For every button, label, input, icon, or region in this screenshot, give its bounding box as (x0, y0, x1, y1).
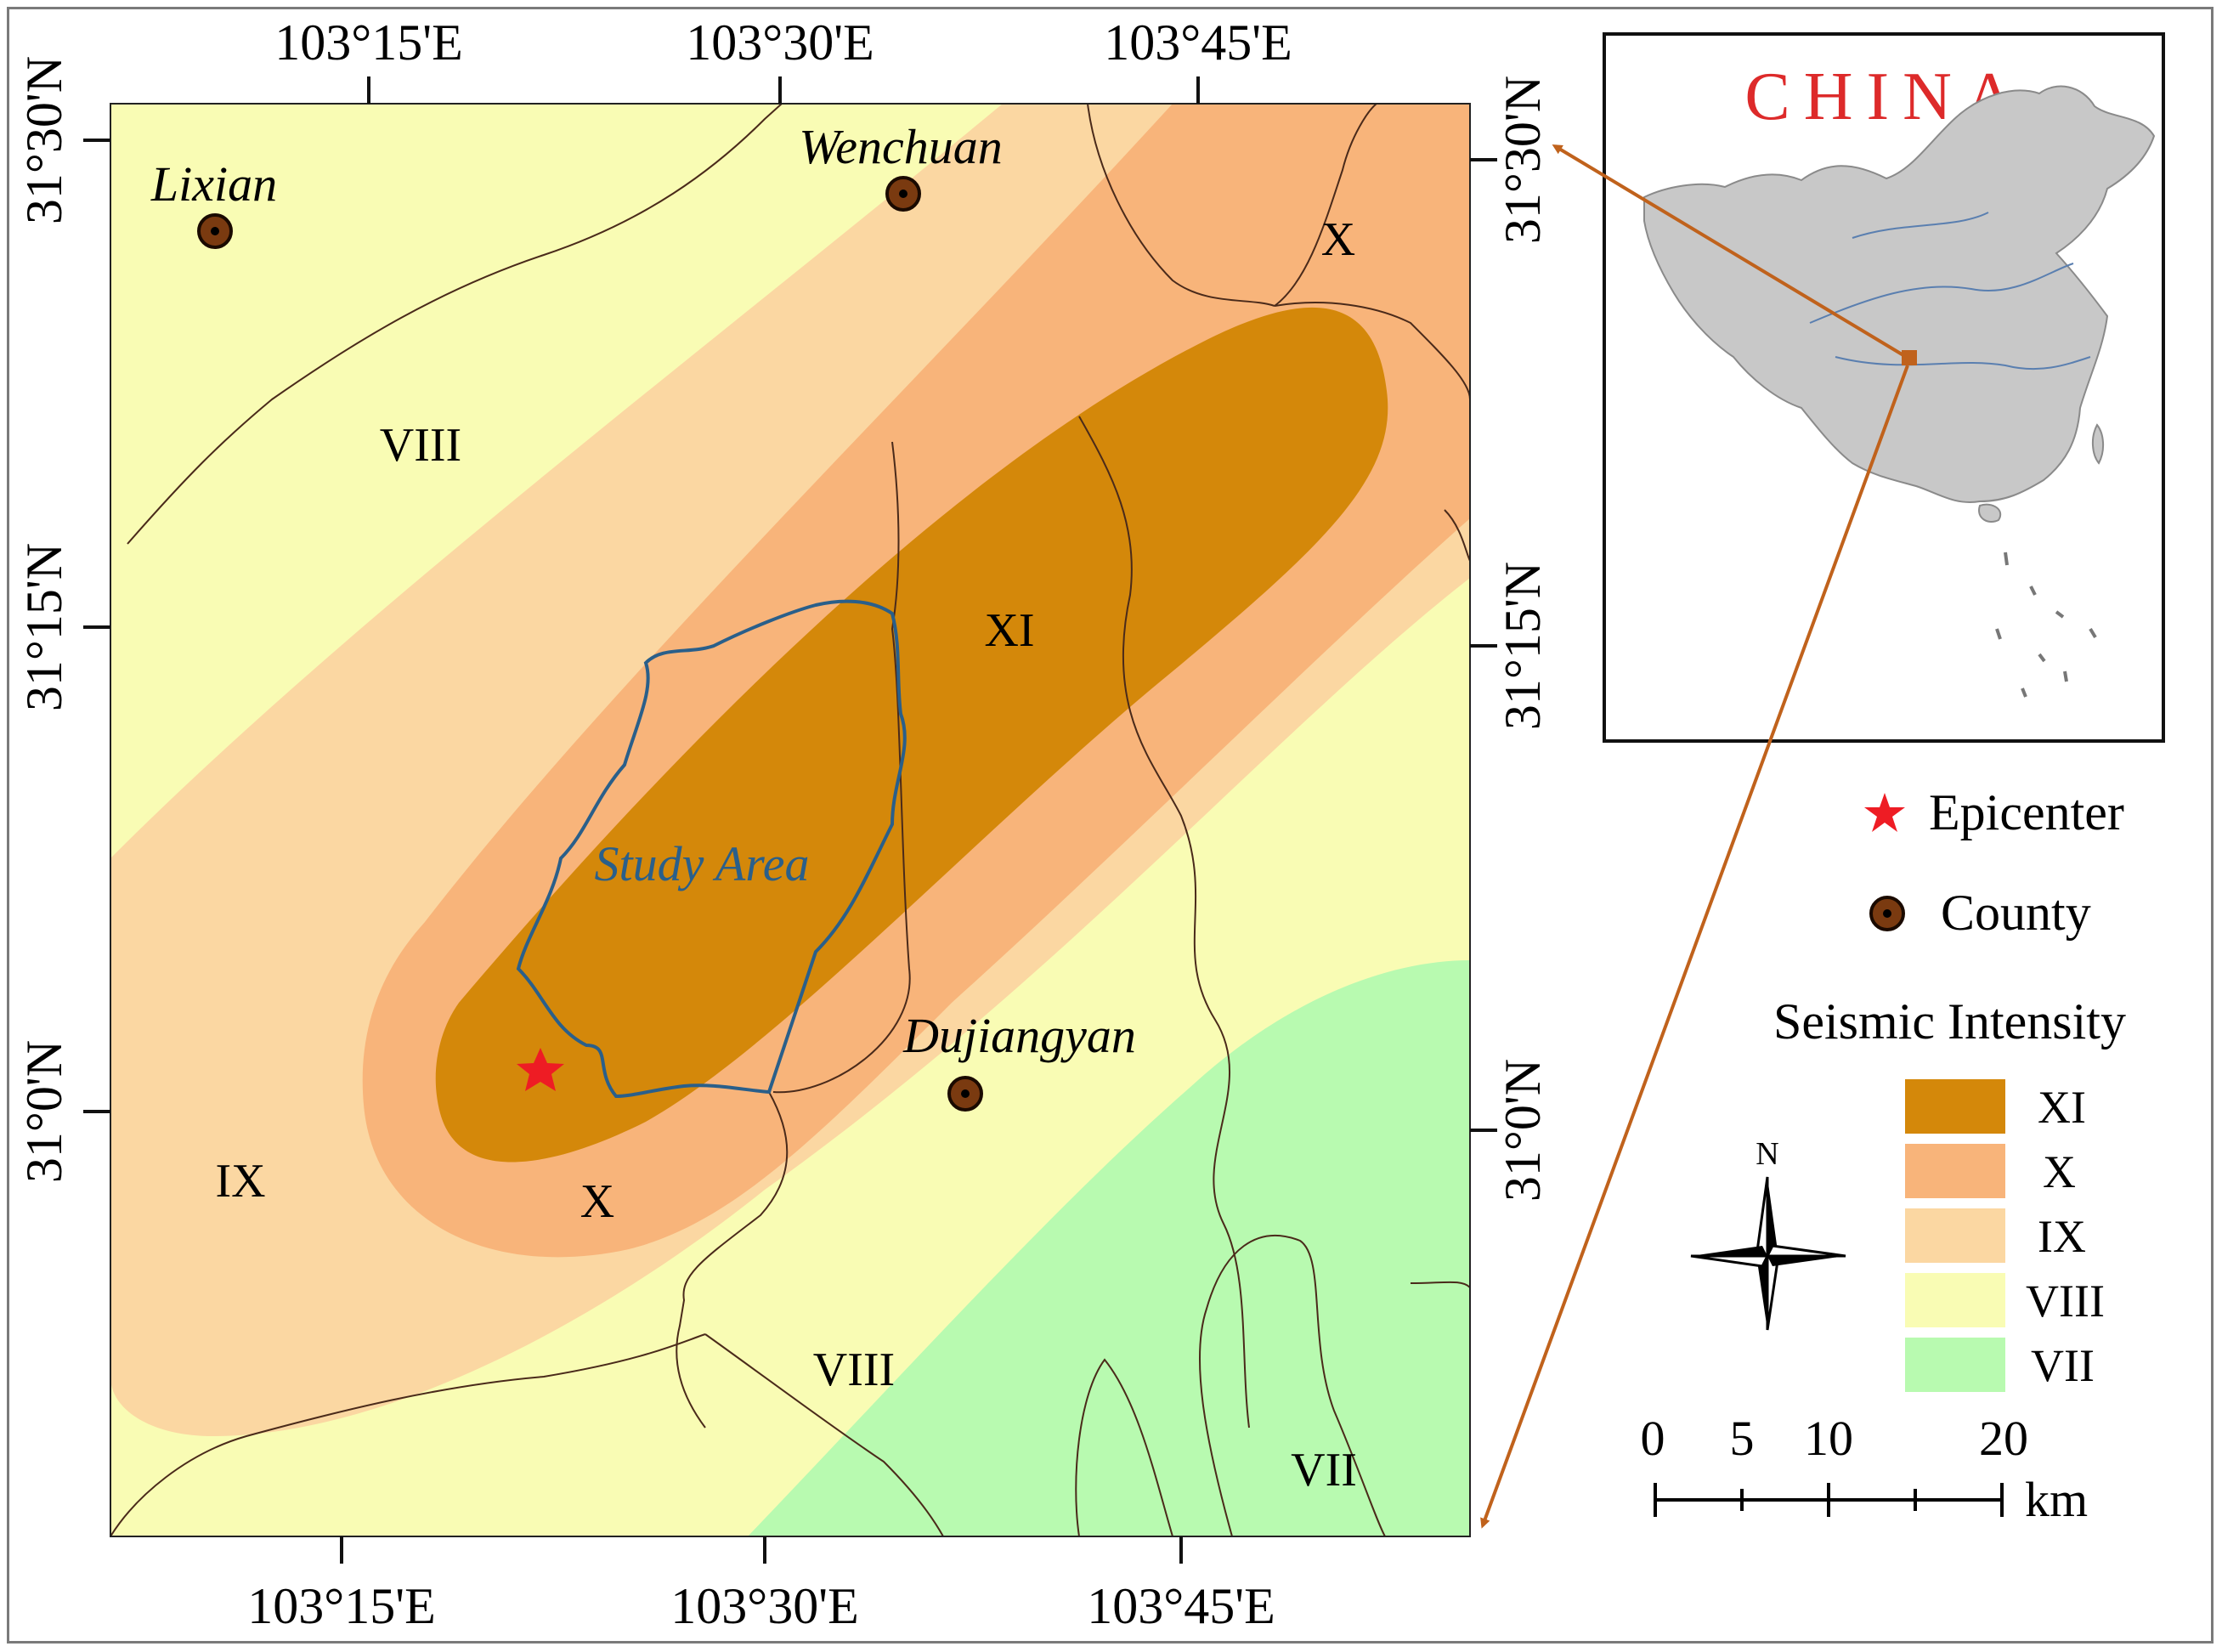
legend-class-label: XI (2038, 1082, 2086, 1133)
taiwan-island (2092, 423, 2104, 465)
legend-class-label: VII (2031, 1340, 2095, 1391)
county-label: Dujiangyan (902, 1008, 1136, 1063)
county-label: Lixian (150, 156, 277, 212)
bottom-tick-label: 103°45'E (1087, 1578, 1275, 1634)
legend-swatch-x (1905, 1144, 2005, 1198)
county-label: Wenchuan (799, 119, 1002, 174)
china-rivers (1809, 212, 2091, 371)
legend-county: County (1866, 884, 2091, 942)
legend-class-label: IX (2038, 1211, 2086, 1262)
legend-swatch-ix (1905, 1208, 2005, 1263)
legend-class-label: VIII (2026, 1276, 2105, 1327)
zone-label: IX (215, 1155, 265, 1208)
zone-xi (435, 307, 1388, 1163)
china-landmass (1643, 85, 2156, 503)
china-inset: CHINA (1603, 32, 2165, 743)
legend-epicenter-label: Epicenter (1929, 784, 2124, 840)
legend-swatch-xi (1905, 1079, 2005, 1134)
legend-intensity-title: Seismic Intensity (1773, 993, 2126, 1049)
top-tick-label: 103°45'E (1104, 14, 1292, 71)
left-tick-label: 31°0'N (16, 1040, 72, 1183)
legend: Epicenter County Seismic Intensity XI X … (1597, 765, 2209, 1445)
zone-label: X (1321, 213, 1355, 266)
zone-labels: VIII X XI IX X VIII VII (215, 213, 1356, 1496)
legend-epicenter: Epicenter (1861, 784, 2124, 842)
legend-swatch-viii (1905, 1273, 2005, 1327)
zone-label: X (580, 1175, 614, 1228)
seismic-map (110, 104, 1470, 1536)
top-tick-label: 103°30'E (686, 14, 874, 71)
legend-swatch-vii (1905, 1338, 2005, 1392)
county-icon (1869, 895, 1905, 931)
study-area-outline (516, 599, 907, 1099)
graticule-labels: 103°15'E 103°30'E 103°45'E 103°15'E 103°… (16, 14, 1551, 1634)
county-wenchuan: Wenchuan (799, 119, 1003, 212)
zone-label: VIII (380, 419, 461, 472)
right-tick-label: 31°0'N (1495, 1059, 1551, 1202)
legend-class-label: X (2043, 1146, 2076, 1197)
zone-label: XI (984, 604, 1034, 657)
legend-county-label: County (1941, 885, 2091, 941)
left-tick-label: 31°15'N (16, 543, 72, 711)
county-boundaries (110, 104, 1470, 1536)
zone-label: VIII (813, 1344, 895, 1396)
zone-vii (748, 960, 1470, 1536)
top-tick-label: 103°15'E (274, 14, 462, 71)
epicenter-star (517, 1048, 564, 1091)
study-location-marker (1902, 350, 1917, 365)
bottom-tick-label: 103°15'E (247, 1578, 435, 1634)
figure-frame (7, 7, 2214, 1644)
bottom-tick-label: 103°30'E (670, 1578, 858, 1634)
county-markers: Lixian Wenchuan Dujiangyan (150, 119, 1136, 1112)
right-tick-label: 31°15'N (1495, 562, 1551, 730)
location-arrows (1480, 144, 1909, 1529)
county-lixian: Lixian (150, 156, 277, 249)
hainan-island (1978, 503, 2002, 523)
right-tick-label: 31°30'N (1495, 76, 1551, 244)
study-area-label: Study Area (595, 836, 810, 891)
map-border (83, 76, 1497, 1564)
left-tick-label: 31°30'N (16, 56, 72, 224)
south-china-sea-islands (1995, 552, 2097, 698)
epicenter-icon (1864, 792, 1905, 832)
zone-label: VII (1291, 1444, 1357, 1496)
county-dujiangyan: Dujiangyan (902, 1008, 1136, 1112)
